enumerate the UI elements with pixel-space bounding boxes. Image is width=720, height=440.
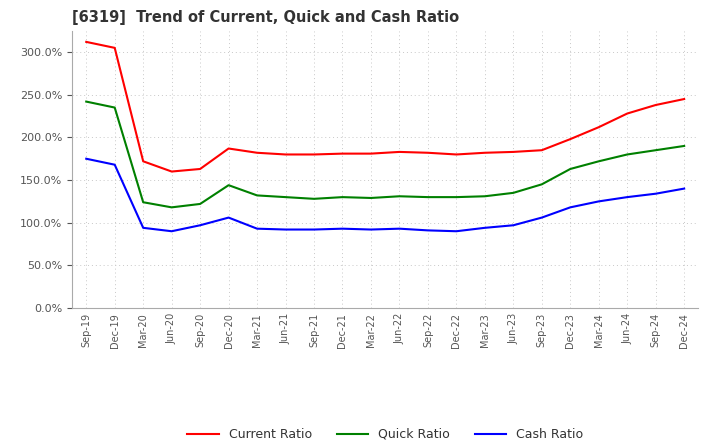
- Current Ratio: [595, 125, 603, 130]
- Cash Ratio: [566, 205, 575, 210]
- Current Ratio: [310, 152, 318, 157]
- Quick Ratio: [82, 99, 91, 104]
- Cash Ratio: [509, 223, 518, 228]
- Quick Ratio: [225, 183, 233, 188]
- Quick Ratio: [167, 205, 176, 210]
- Cash Ratio: [82, 156, 91, 161]
- Text: [6319]  Trend of Current, Quick and Cash Ratio: [6319] Trend of Current, Quick and Cash …: [72, 11, 459, 26]
- Quick Ratio: [680, 143, 688, 149]
- Current Ratio: [652, 103, 660, 108]
- Quick Ratio: [652, 147, 660, 153]
- Cash Ratio: [310, 227, 318, 232]
- Current Ratio: [566, 136, 575, 142]
- Line: Cash Ratio: Cash Ratio: [86, 159, 684, 231]
- Current Ratio: [253, 150, 261, 155]
- Cash Ratio: [338, 226, 347, 231]
- Cash Ratio: [652, 191, 660, 196]
- Current Ratio: [82, 39, 91, 44]
- Current Ratio: [338, 151, 347, 156]
- Current Ratio: [366, 151, 375, 156]
- Cash Ratio: [595, 199, 603, 204]
- Cash Ratio: [395, 226, 404, 231]
- Cash Ratio: [167, 229, 176, 234]
- Quick Ratio: [452, 194, 461, 200]
- Current Ratio: [196, 166, 204, 172]
- Current Ratio: [225, 146, 233, 151]
- Current Ratio: [537, 147, 546, 153]
- Quick Ratio: [480, 194, 489, 199]
- Current Ratio: [680, 96, 688, 102]
- Cash Ratio: [452, 229, 461, 234]
- Current Ratio: [452, 152, 461, 157]
- Current Ratio: [423, 150, 432, 155]
- Cash Ratio: [110, 162, 119, 167]
- Cash Ratio: [623, 194, 631, 200]
- Cash Ratio: [139, 225, 148, 231]
- Cash Ratio: [225, 215, 233, 220]
- Current Ratio: [167, 169, 176, 174]
- Quick Ratio: [595, 159, 603, 164]
- Current Ratio: [282, 152, 290, 157]
- Current Ratio: [110, 45, 119, 51]
- Current Ratio: [480, 150, 489, 155]
- Line: Current Ratio: Current Ratio: [86, 42, 684, 172]
- Quick Ratio: [366, 195, 375, 201]
- Legend: Current Ratio, Quick Ratio, Cash Ratio: Current Ratio, Quick Ratio, Cash Ratio: [182, 423, 588, 440]
- Current Ratio: [623, 111, 631, 116]
- Cash Ratio: [253, 226, 261, 231]
- Quick Ratio: [509, 190, 518, 195]
- Quick Ratio: [253, 193, 261, 198]
- Quick Ratio: [196, 202, 204, 207]
- Cash Ratio: [282, 227, 290, 232]
- Line: Quick Ratio: Quick Ratio: [86, 102, 684, 207]
- Cash Ratio: [680, 186, 688, 191]
- Current Ratio: [395, 149, 404, 154]
- Current Ratio: [139, 159, 148, 164]
- Quick Ratio: [110, 105, 119, 110]
- Quick Ratio: [566, 166, 575, 172]
- Quick Ratio: [423, 194, 432, 200]
- Cash Ratio: [423, 228, 432, 233]
- Quick Ratio: [623, 152, 631, 157]
- Quick Ratio: [310, 196, 318, 202]
- Current Ratio: [509, 149, 518, 154]
- Cash Ratio: [366, 227, 375, 232]
- Cash Ratio: [537, 215, 546, 220]
- Cash Ratio: [480, 225, 489, 231]
- Quick Ratio: [338, 194, 347, 200]
- Cash Ratio: [196, 223, 204, 228]
- Quick Ratio: [139, 200, 148, 205]
- Quick Ratio: [395, 194, 404, 199]
- Quick Ratio: [537, 182, 546, 187]
- Quick Ratio: [282, 194, 290, 200]
